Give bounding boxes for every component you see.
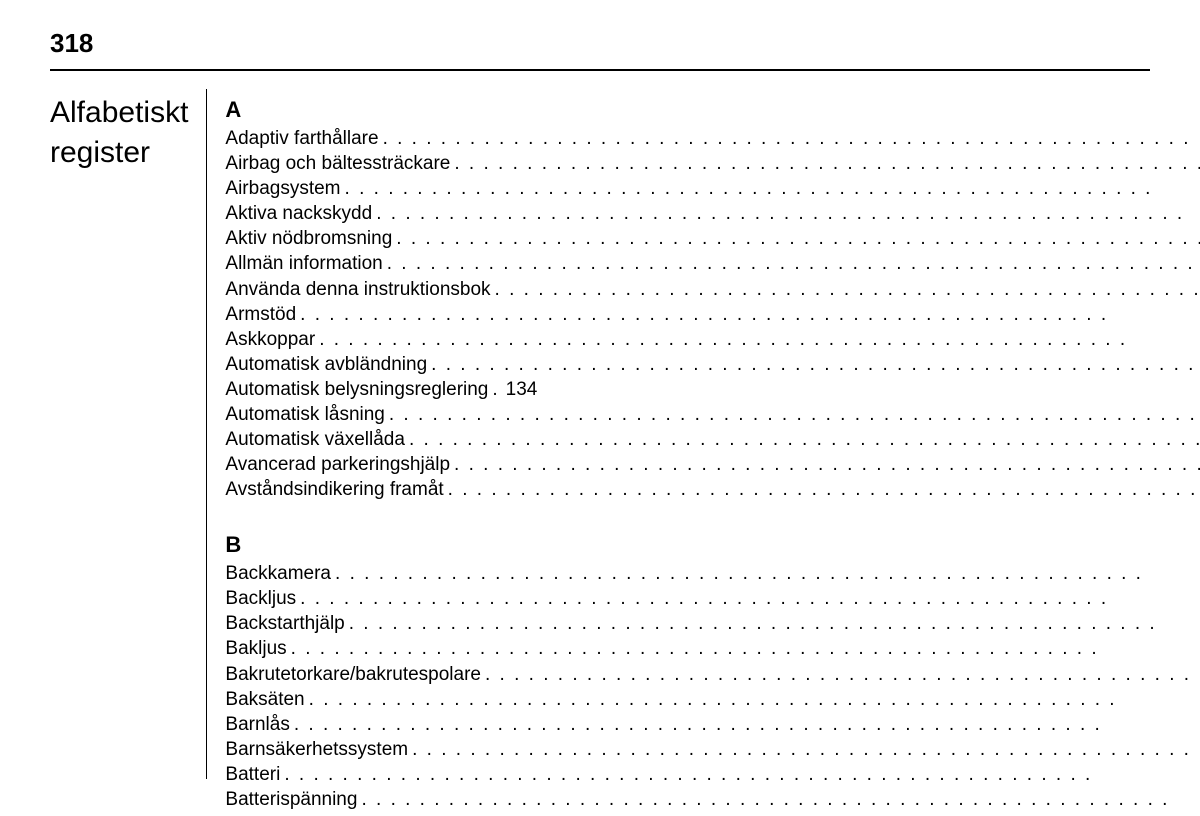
entry-label: Automatisk växellåda	[225, 427, 405, 452]
index-entry: Automatisk avbländning. . . . . . . . . …	[225, 352, 1200, 377]
entry-label: Automatisk avbländning	[225, 352, 427, 377]
entry-label: Baksäten	[225, 687, 304, 712]
leader-dots: . . . . . . . . . . . . . . . . . . . . …	[296, 586, 1200, 611]
index-entry: Backkamera. . . . . . . . . . . . . . . …	[225, 561, 1200, 586]
leader-dots: . . . . . . . . . . . . . . . . . . . . …	[491, 277, 1200, 302]
entry-label: Avståndsindikering framåt	[225, 477, 443, 502]
leader-dots: . . . . . . . . . . . . . . . . . . . . …	[331, 561, 1200, 586]
leader-dots: . . . . . . . . . . . . . . . . . . . . …	[372, 201, 1200, 226]
leader-dots: . . . . . . . . . . . . . . . . . . . . …	[427, 352, 1200, 377]
index-entry: Airbagsystem. . . . . . . . . . . . . . …	[225, 176, 1200, 201]
entry-label: Airbag och bältessträckare	[225, 151, 450, 176]
entry-label: Backljus	[225, 586, 296, 611]
index-entry: Backstarthjälp. . . . . . . . . . . . . …	[225, 611, 1200, 636]
entry-label: Askkoppar	[225, 327, 315, 352]
index-entry: Allmän information. . . . . . . . . . . …	[225, 251, 1200, 276]
entry-label: Barnsäkerhetssystem	[225, 737, 408, 762]
column-2: AAdaptiv farthållare. . . . . . . . . . …	[206, 89, 1200, 779]
entry-label: Aktiv nödbromsning	[225, 226, 392, 251]
entry-label: Batteri	[225, 762, 280, 787]
index-entry: Airbag och bältessträckare. . . . . . . …	[225, 151, 1200, 176]
leader-dots: . . . . . . . . . . . . . . . . . . . . …	[341, 176, 1200, 201]
letter-heading: B	[225, 530, 1200, 559]
leader-dots: . . . . . . . . . . . . . . . . . . . . …	[296, 302, 1200, 327]
index-entry: Bakljus. . . . . . . . . . . . . . . . .…	[225, 636, 1200, 661]
page: 318 Alfabetiskt register AAdaptiv farthå…	[0, 0, 1200, 802]
leader-dots: .	[488, 377, 501, 402]
leader-dots: . . . . . . . . . . . . . . . . . . . . …	[450, 151, 1200, 176]
entry-label: Bakrutetorkare/bakrutespolare	[225, 662, 481, 687]
entry-label: Avancerad parkeringshjälp	[225, 452, 450, 477]
page-number: 318	[50, 28, 1150, 59]
column-title: Alfabetiskt register	[50, 89, 206, 779]
index-entry: Automatisk låsning. . . . . . . . . . . …	[225, 402, 1200, 427]
leader-dots: . . . . . . . . . . . . . . . . . . . . …	[357, 787, 1200, 812]
leader-dots: . . . . . . . . . . . . . . . . . . . . …	[305, 687, 1200, 712]
leader-dots: . . . . . . . . . . . . . . . . . . . . …	[315, 327, 1200, 352]
index-entry: Bakrutetorkare/bakrutespolare. . . . . .…	[225, 662, 1200, 687]
leader-dots: . . . . . . . . . . . . . . . . . . . . …	[287, 636, 1200, 661]
entry-label: Barnlås	[225, 712, 289, 737]
index-entry: Baksäten. . . . . . . . . . . . . . . . …	[225, 687, 1200, 712]
leader-dots: . . . . . . . . . . . . . . . . . . . . …	[345, 611, 1200, 636]
leader-dots: . . . . . . . . . . . . . . . . . . . . …	[280, 762, 1200, 787]
entry-label: Automatisk låsning	[225, 402, 384, 427]
leader-dots: . . . . . . . . . . . . . . . . . . . . …	[392, 226, 1200, 251]
index-entry: Avancerad parkeringshjälp. . . . . . . .…	[225, 452, 1200, 477]
leader-dots: . . . . . . . . . . . . . . . . . . . . …	[481, 662, 1200, 687]
index-entry: Aktiva nackskydd. . . . . . . . . . . . …	[225, 201, 1200, 226]
entry-pages: 134	[502, 377, 538, 402]
index-entry: Batteri. . . . . . . . . . . . . . . . .…	[225, 762, 1200, 787]
entry-label: Använda denna instruktionsbok	[225, 277, 490, 302]
horizontal-rule	[50, 69, 1150, 71]
entry-label: Aktiva nackskydd	[225, 201, 372, 226]
entry-label: Airbagsystem	[225, 176, 340, 201]
leader-dots: . . . . . . . . . . . . . . . . . . . . …	[383, 251, 1200, 276]
letter-heading: A	[225, 95, 1200, 124]
leader-dots: . . . . . . . . . . . . . . . . . . . . …	[379, 126, 1200, 151]
entry-label: Backkamera	[225, 561, 331, 586]
entry-label: Adaptiv farthållare	[225, 126, 378, 151]
leader-dots: . . . . . . . . . . . . . . . . . . . . …	[444, 477, 1200, 502]
index-entry: Automatisk belysningsreglering . 134	[225, 377, 1200, 402]
index-title: Alfabetiskt register	[50, 93, 188, 172]
entry-label: Armstöd	[225, 302, 296, 327]
columns-container: Alfabetiskt register AAdaptiv farthållar…	[50, 89, 1150, 779]
entry-label: Batterispänning	[225, 787, 357, 812]
index-entry: Batterispänning. . . . . . . . . . . . .…	[225, 787, 1200, 812]
entry-label: Allmän information	[225, 251, 382, 276]
index-entry: Aktiv nödbromsning. . . . . . . . . . . …	[225, 226, 1200, 251]
index-entry: Barnsäkerhetssystem. . . . . . . . . . .…	[225, 737, 1200, 762]
index-entry: Backljus. . . . . . . . . . . . . . . . …	[225, 586, 1200, 611]
leader-dots: . . . . . . . . . . . . . . . . . . . . …	[290, 712, 1200, 737]
index-entry: Barnlås. . . . . . . . . . . . . . . . .…	[225, 712, 1200, 737]
entry-label: Bakljus	[225, 636, 286, 661]
leader-dots: . . . . . . . . . . . . . . . . . . . . …	[450, 452, 1200, 477]
index-entry: Använda denna instruktionsbok. . . . . .…	[225, 277, 1200, 302]
index-entry: Askkoppar. . . . . . . . . . . . . . . .…	[225, 327, 1200, 352]
index-entry: Armstöd. . . . . . . . . . . . . . . . .…	[225, 302, 1200, 327]
leader-dots: . . . . . . . . . . . . . . . . . . . . …	[385, 402, 1200, 427]
leader-dots: . . . . . . . . . . . . . . . . . . . . …	[408, 737, 1200, 762]
index-entry: Automatisk växellåda. . . . . . . . . . …	[225, 427, 1200, 452]
index-entry: Avståndsindikering framåt. . . . . . . .…	[225, 477, 1200, 502]
leader-dots: . . . . . . . . . . . . . . . . . . . . …	[405, 427, 1200, 452]
index-entry: Adaptiv farthållare. . . . . . . . . . .…	[225, 126, 1200, 151]
entry-label: Backstarthjälp	[225, 611, 344, 636]
entry-label: Automatisk belysningsreglering	[225, 377, 488, 402]
